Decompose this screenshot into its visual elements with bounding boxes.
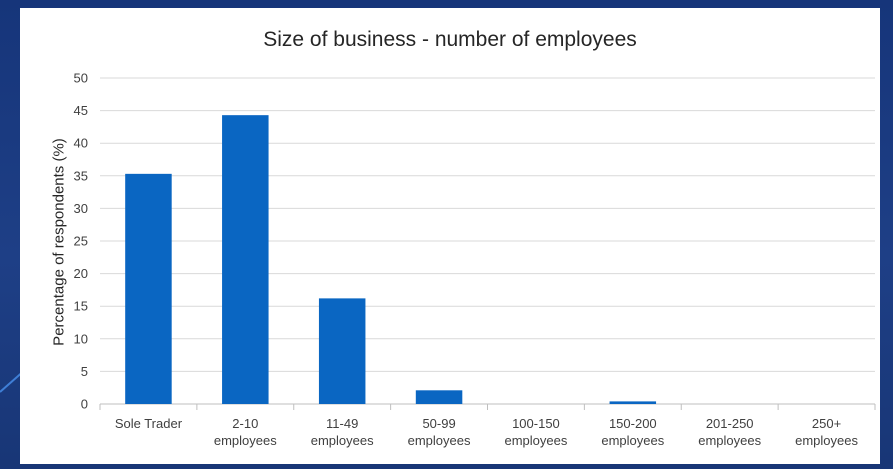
x-tick-label: employees — [601, 433, 664, 448]
y-tick-label: 35 — [74, 168, 88, 183]
y-tick-label: 25 — [74, 234, 88, 249]
x-tick-label: 2-10 — [232, 416, 258, 431]
x-tick-label: employees — [698, 433, 761, 448]
x-tick-label: employees — [408, 433, 471, 448]
y-tick-label: 15 — [74, 299, 88, 314]
bar — [415, 390, 463, 404]
x-tick-label: employees — [505, 433, 568, 448]
x-tick-label: 50-99 — [422, 416, 455, 431]
x-tick-label: 201-250 — [706, 416, 754, 431]
bar — [609, 401, 657, 404]
bar — [125, 173, 172, 404]
y-tick-label: 5 — [81, 364, 88, 379]
x-tick-label: 250+ — [812, 416, 841, 431]
y-tick-label: 30 — [74, 201, 88, 216]
bar — [318, 298, 366, 404]
chart-title: Size of business - number of employees — [263, 28, 637, 51]
y-tick-label: 45 — [74, 103, 88, 118]
x-tick-label: 150-200 — [609, 416, 657, 431]
y-tick-label: 0 — [81, 397, 88, 412]
bar — [222, 115, 269, 404]
y-tick-label: 10 — [74, 331, 88, 346]
y-tick-label: 50 — [74, 71, 88, 86]
chart-plot: 0 5 10 15 20 25 30 35 40 45 50 Sole Trader 2-10 emplo… — [74, 71, 876, 448]
y-tick-label: 20 — [74, 266, 88, 281]
x-tick-label: employees — [214, 433, 277, 448]
x-tick-label: Sole Trader — [115, 416, 183, 431]
x-tick-label: 100-150 — [512, 416, 560, 431]
y-tick-label: 40 — [74, 136, 88, 151]
x-tick-label: employees — [311, 433, 374, 448]
x-tick-label: employees — [795, 433, 858, 448]
chart-card: Size of business - number of employees P… — [20, 8, 880, 464]
x-tick-label: 11-49 — [326, 416, 358, 431]
